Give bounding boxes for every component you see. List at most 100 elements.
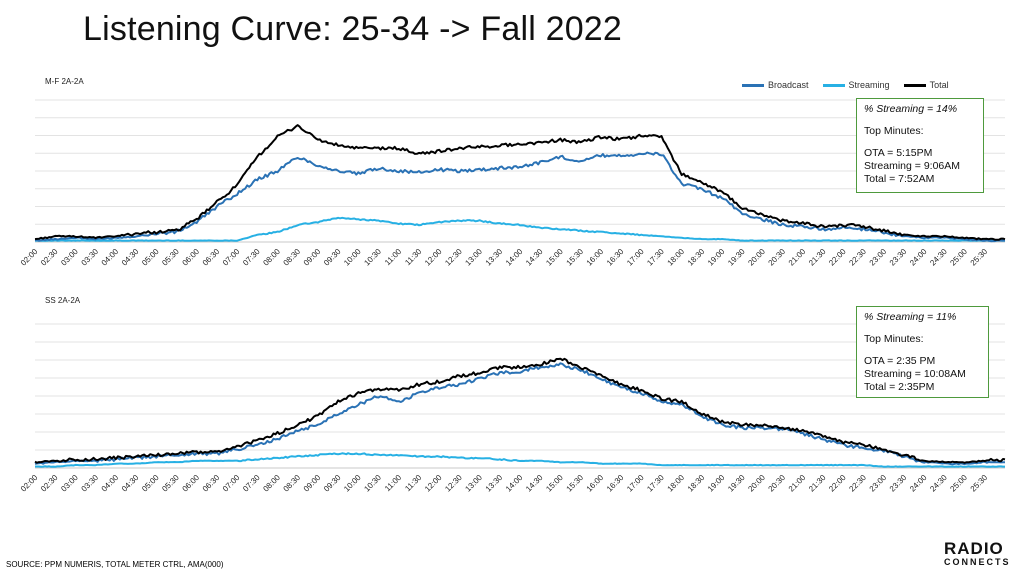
panel-label-weekday: M-F 2A-2A <box>45 77 84 86</box>
weekend-x-tick-label: 15:30 <box>565 473 586 494</box>
weekday-total-top-minute: Total = 7:52AM <box>864 173 935 185</box>
legend-swatch-total <box>903 83 926 87</box>
weekday-x-tick-label: 20:30 <box>767 247 788 268</box>
weekday-x-tick-label: 23:00 <box>868 247 889 268</box>
legend-label-broadcast: Broadcast <box>768 80 809 90</box>
weekday-x-tick-label: 09:30 <box>322 247 343 268</box>
weekend-x-tick-label: 22:30 <box>847 473 868 494</box>
legend-swatch-broadcast <box>742 83 764 87</box>
weekday-x-tick-label: 16:00 <box>585 247 606 268</box>
weekend-streaming-pct: % Streaming = 11% <box>864 311 957 323</box>
page-title: Listening Curve: 25-34 -> Fall 2022 <box>83 10 623 48</box>
weekday-x-tick-label: 12:00 <box>423 247 444 268</box>
weekday-stats-callout: % Streaming = 14% Top Minutes: OTA = 5:1… <box>856 98 984 193</box>
weekend-x-tick-label: 23:30 <box>888 473 909 494</box>
weekday-series-line-streaming <box>34 216 1006 242</box>
weekend-x-tick-label: 05:00 <box>140 473 161 494</box>
weekday-x-tick-label: 14:30 <box>524 247 545 268</box>
weekend-x-tick-label: 03:30 <box>80 473 101 494</box>
source-note: SOURCE: PPM NUMERIS, TOTAL METER CTRL, A… <box>6 560 224 569</box>
legend-item-streaming: Streaming <box>822 80 890 90</box>
weekend-x-tick-label: 19:30 <box>726 473 747 494</box>
weekday-x-tick-label: 03:30 <box>80 247 101 268</box>
weekday-streaming-top-minute: Streaming = 9:06AM <box>864 160 961 172</box>
weekend-x-tick-label: 02:30 <box>39 473 60 494</box>
weekday-x-tick-label: 21:30 <box>807 247 828 268</box>
panel-label-weekend: SS 2A-2A <box>45 296 81 305</box>
weekday-x-tick-label: 20:00 <box>746 247 767 268</box>
weekend-x-tick-label: 07:00 <box>221 473 242 494</box>
weekend-series-line-total <box>34 357 1006 464</box>
weekday-x-tick-label: 25:00 <box>948 247 969 268</box>
weekend-x-tick-label: 15:00 <box>544 473 565 494</box>
weekday-top-minutes-heading: Top Minutes: <box>864 125 924 137</box>
weekend-x-tick-label: 24:00 <box>908 473 929 494</box>
weekend-x-tick-label: 23:00 <box>868 473 889 494</box>
weekend-x-tick-label: 13:00 <box>463 473 484 494</box>
weekday-x-tick-label: 13:00 <box>463 247 484 268</box>
weekend-x-tick-label: 18:30 <box>686 473 707 494</box>
weekend-ota-top-minute: OTA = 2:35 PM <box>864 355 936 367</box>
weekday-x-tick-label: 19:30 <box>726 247 747 268</box>
weekday-x-tick-label: 06:00 <box>181 247 202 268</box>
weekend-x-tick-label: 25:30 <box>969 473 990 494</box>
weekday-x-tick-label: 07:30 <box>241 247 262 268</box>
weekend-x-tick-label: 22:00 <box>827 473 848 494</box>
weekday-x-tick-label: 05:30 <box>160 247 181 268</box>
weekend-x-tick-label: 06:00 <box>181 473 202 494</box>
weekday-x-tick-label: 14:00 <box>504 247 525 268</box>
weekend-x-tick-label: 10:00 <box>342 473 363 494</box>
weekend-stats-callout: % Streaming = 11% Top Minutes: OTA = 2:3… <box>856 306 989 398</box>
legend-swatch-streaming <box>822 83 845 87</box>
weekend-x-tick-label: 11:00 <box>383 473 403 493</box>
weekday-x-tick-label: 06:30 <box>201 247 222 268</box>
weekday-x-tick-label: 18:00 <box>666 247 687 268</box>
weekday-x-tick-label: 22:00 <box>827 247 848 268</box>
weekend-x-tick-label: 04:30 <box>120 473 141 494</box>
weekday-series-line-total <box>34 124 1006 241</box>
weekend-x-tick-label: 09:30 <box>322 473 343 494</box>
weekend-total-top-minute: Total = 2:35PM <box>864 381 935 393</box>
weekday-x-tick-label: 16:30 <box>605 247 626 268</box>
weekend-x-tick-label: 14:00 <box>504 473 525 494</box>
weekend-x-tick-label: 03:00 <box>59 473 80 494</box>
weekday-x-tick-label: 10:00 <box>342 247 363 268</box>
weekend-x-tick-label: 07:30 <box>241 473 262 494</box>
weekday-listening-chart: 02:00 02:30 03:00 03:30 04:00 04:30 05:00 05:30… <box>19 99 1006 268</box>
weekend-x-tick-label: 08:00 <box>261 473 282 494</box>
weekday-x-tick-label: 24:00 <box>908 247 929 268</box>
weekday-x-tick-label: 23:30 <box>888 247 909 268</box>
weekend-x-tick-label: 20:30 <box>767 473 788 494</box>
weekday-x-tick-label: 11:00 <box>383 247 403 267</box>
weekday-x-tick-label: 17:00 <box>625 247 646 268</box>
weekday-x-tick-label: 17:30 <box>645 247 666 268</box>
legend-label-streaming: Streaming <box>848 80 890 90</box>
weekend-listening-chart: 02:00 02:30 03:00 03:30 04:00 04:30 05:00 05:30… <box>19 323 1006 494</box>
weekend-x-tick-label: 13:30 <box>484 473 505 494</box>
weekday-x-tick-label: 25:30 <box>969 247 990 268</box>
weekend-x-tick-label: 02:00 <box>19 473 40 494</box>
logo-line-2: CONNECTS <box>944 557 1011 567</box>
weekend-x-tick-label: 14:30 <box>524 473 545 494</box>
logo-line-1: RADIO <box>944 539 1004 558</box>
weekday-ota-top-minute: OTA = 5:15PM <box>864 147 933 159</box>
weekend-x-tick-label: 17:30 <box>645 473 666 494</box>
legend-item-total: Total <box>903 80 949 90</box>
weekday-x-tick-label: 18:30 <box>686 247 707 268</box>
weekend-streaming-top-minute: Streaming = 10:08AM <box>864 368 966 380</box>
weekday-x-tick-label: 13:30 <box>484 247 505 268</box>
weekend-x-tick-label: 12:30 <box>443 473 464 494</box>
weekday-streaming-pct: % Streaming = 14% <box>864 103 958 115</box>
weekend-series-line-streaming <box>35 452 1005 468</box>
weekday-x-tick-label: 08:00 <box>261 247 282 268</box>
weekend-x-tick-label: 10:30 <box>362 473 383 494</box>
weekday-x-tick-label: 21:00 <box>787 247 808 268</box>
weekday-x-tick-label: 03:00 <box>59 247 80 268</box>
weekend-x-tick-label: 16:30 <box>605 473 626 494</box>
weekday-x-tick-label: 10:30 <box>362 247 383 268</box>
weekend-top-minutes-heading: Top Minutes: <box>864 333 924 345</box>
radio-connects-logo: RADIO CONNECTS <box>944 540 1011 568</box>
weekday-x-tick-label: 02:00 <box>19 247 40 268</box>
weekday-x-tick-label: 22:30 <box>847 247 868 268</box>
weekday-x-tick-label: 19:00 <box>706 247 727 268</box>
